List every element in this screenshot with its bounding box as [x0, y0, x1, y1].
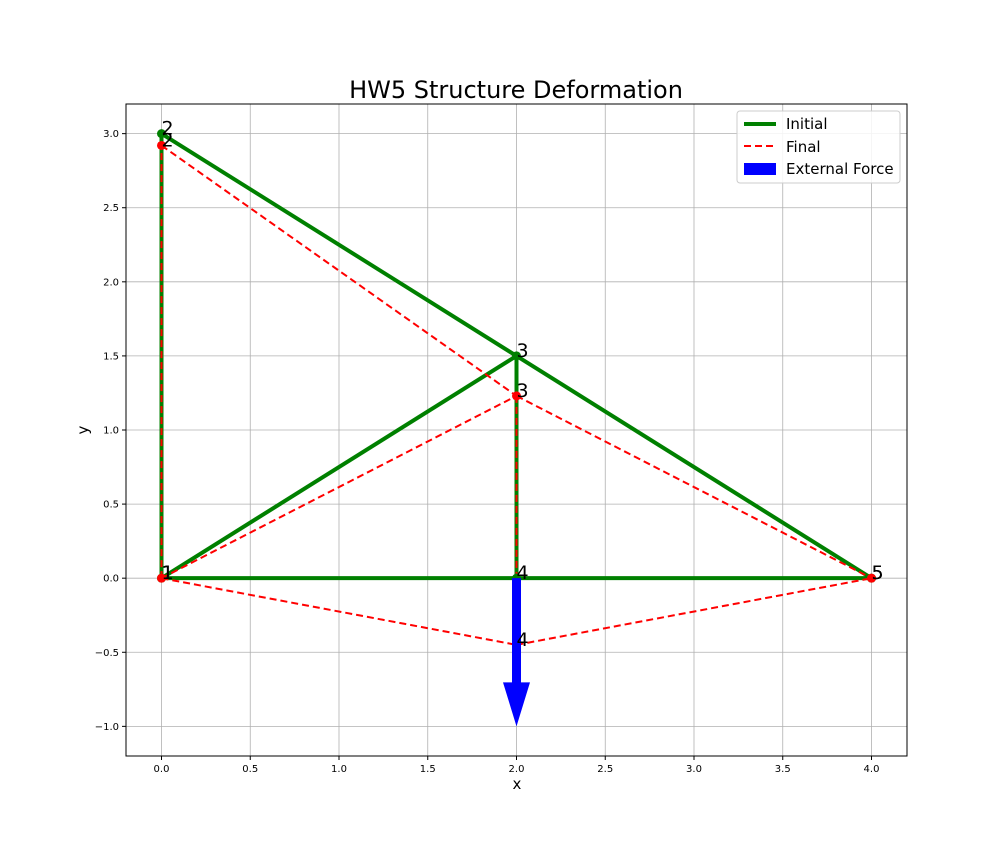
legend-force-label: External Force: [786, 160, 894, 178]
initial-node-label-3: 3: [517, 340, 529, 362]
final-member-1-3: [161, 395, 517, 580]
y-tick-label: 0.5: [103, 500, 119, 511]
final-member-3-5: [516, 395, 872, 580]
legend-box: [736, 110, 901, 184]
legend-force-swatch: [744, 163, 776, 175]
final-members: [160, 144, 872, 646]
x-tick-label: 3.5: [775, 764, 791, 775]
x-tick-label: 0.0: [154, 764, 170, 775]
final-member-2-3: [160, 144, 518, 397]
final-node-label-3: 3: [517, 380, 529, 402]
y-tick-label: 2.0: [103, 277, 119, 288]
y-tick-label: 3.0: [103, 129, 119, 140]
x-tick-label: 2.5: [597, 764, 613, 775]
external-force-arrow-shape: [503, 578, 530, 727]
x-tick-label: 3.0: [686, 764, 702, 775]
initial-member-1-3: [160, 354, 518, 580]
y-tick-label: 2.5: [103, 203, 119, 214]
y-tick-label: 1.5: [103, 351, 119, 362]
final-node-2: [157, 140, 166, 150]
external-force-arrow: [503, 578, 530, 727]
x-tick-label: 1.5: [420, 764, 436, 775]
y-tick-label: −1.0: [95, 722, 119, 733]
initial-node-label-2: 2: [162, 118, 174, 140]
legend: Initial Final External Force: [736, 110, 901, 184]
legend-final-label: Final: [786, 138, 821, 156]
final-node-3: [512, 391, 521, 401]
final-node-label-2: 2: [162, 129, 174, 151]
final-node-label-5: 5: [872, 562, 884, 584]
initial-node-label-5: 5: [872, 562, 884, 584]
y-axis-label: y: [74, 425, 92, 434]
x-tick-label: 2.0: [509, 764, 525, 775]
initial-node-label-1: 1: [162, 562, 174, 584]
x-axis-label: x: [513, 775, 522, 793]
final-node-5: [867, 573, 876, 583]
final-node-label-4: 4: [517, 629, 529, 651]
chart-title: HW5 Structure Deformation: [349, 76, 683, 104]
initial-node-2: [157, 129, 166, 139]
final-node-1: [157, 573, 166, 583]
y-tick-label: 0.0: [103, 574, 119, 585]
initial-node-3: [512, 351, 521, 361]
final-member-4-5: [516, 577, 872, 646]
y-tick-label: 1.0: [103, 426, 119, 437]
final-member-1-4: [161, 577, 517, 646]
initial-member-2-3: [160, 131, 518, 358]
initial-node-label-4: 4: [517, 562, 529, 584]
legend-initial-label: Initial: [786, 115, 828, 133]
y-tick-label: −0.5: [95, 648, 119, 659]
x-tick-label: 4.0: [864, 764, 880, 775]
final-node-label-1: 1: [162, 562, 174, 584]
x-tick-label: 0.5: [242, 764, 258, 775]
x-tick-label: 1.0: [331, 764, 347, 775]
initial-member-3-5: [515, 354, 873, 580]
axis-ticks: 0.0 0.5 1.0 1.5 2.0 2.5 3.0 3.5 4.0 −1.0 −0.5 0.0 0.…: [95, 129, 880, 775]
